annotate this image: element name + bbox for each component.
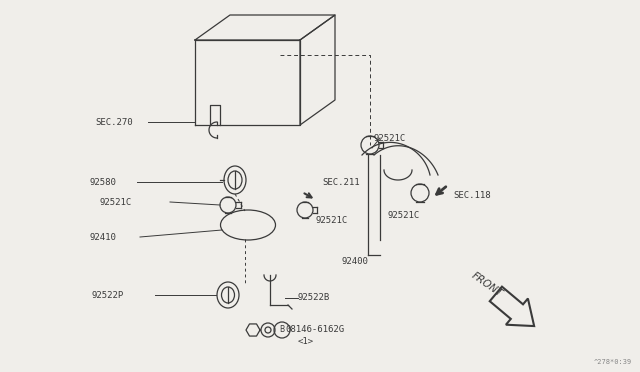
Text: 08146-6162G: 08146-6162G [285, 326, 344, 334]
Text: 92580: 92580 [90, 177, 117, 186]
Text: 92522B: 92522B [298, 294, 330, 302]
Text: 92521C: 92521C [373, 134, 405, 142]
Text: B: B [280, 326, 285, 334]
Text: 92410: 92410 [90, 232, 117, 241]
Text: 92521C: 92521C [316, 215, 348, 224]
Text: SEC.270: SEC.270 [95, 118, 132, 126]
Text: SEC.118: SEC.118 [453, 190, 491, 199]
Text: <1>: <1> [298, 337, 314, 346]
Text: SEC.211: SEC.211 [322, 177, 360, 186]
Text: FRONT: FRONT [470, 271, 505, 299]
Text: ^278*0:39: ^278*0:39 [594, 359, 632, 365]
Text: 92522P: 92522P [92, 291, 124, 299]
Text: 92521C: 92521C [100, 198, 132, 206]
Text: 92521C: 92521C [388, 211, 420, 219]
Text: 92400: 92400 [342, 257, 369, 266]
